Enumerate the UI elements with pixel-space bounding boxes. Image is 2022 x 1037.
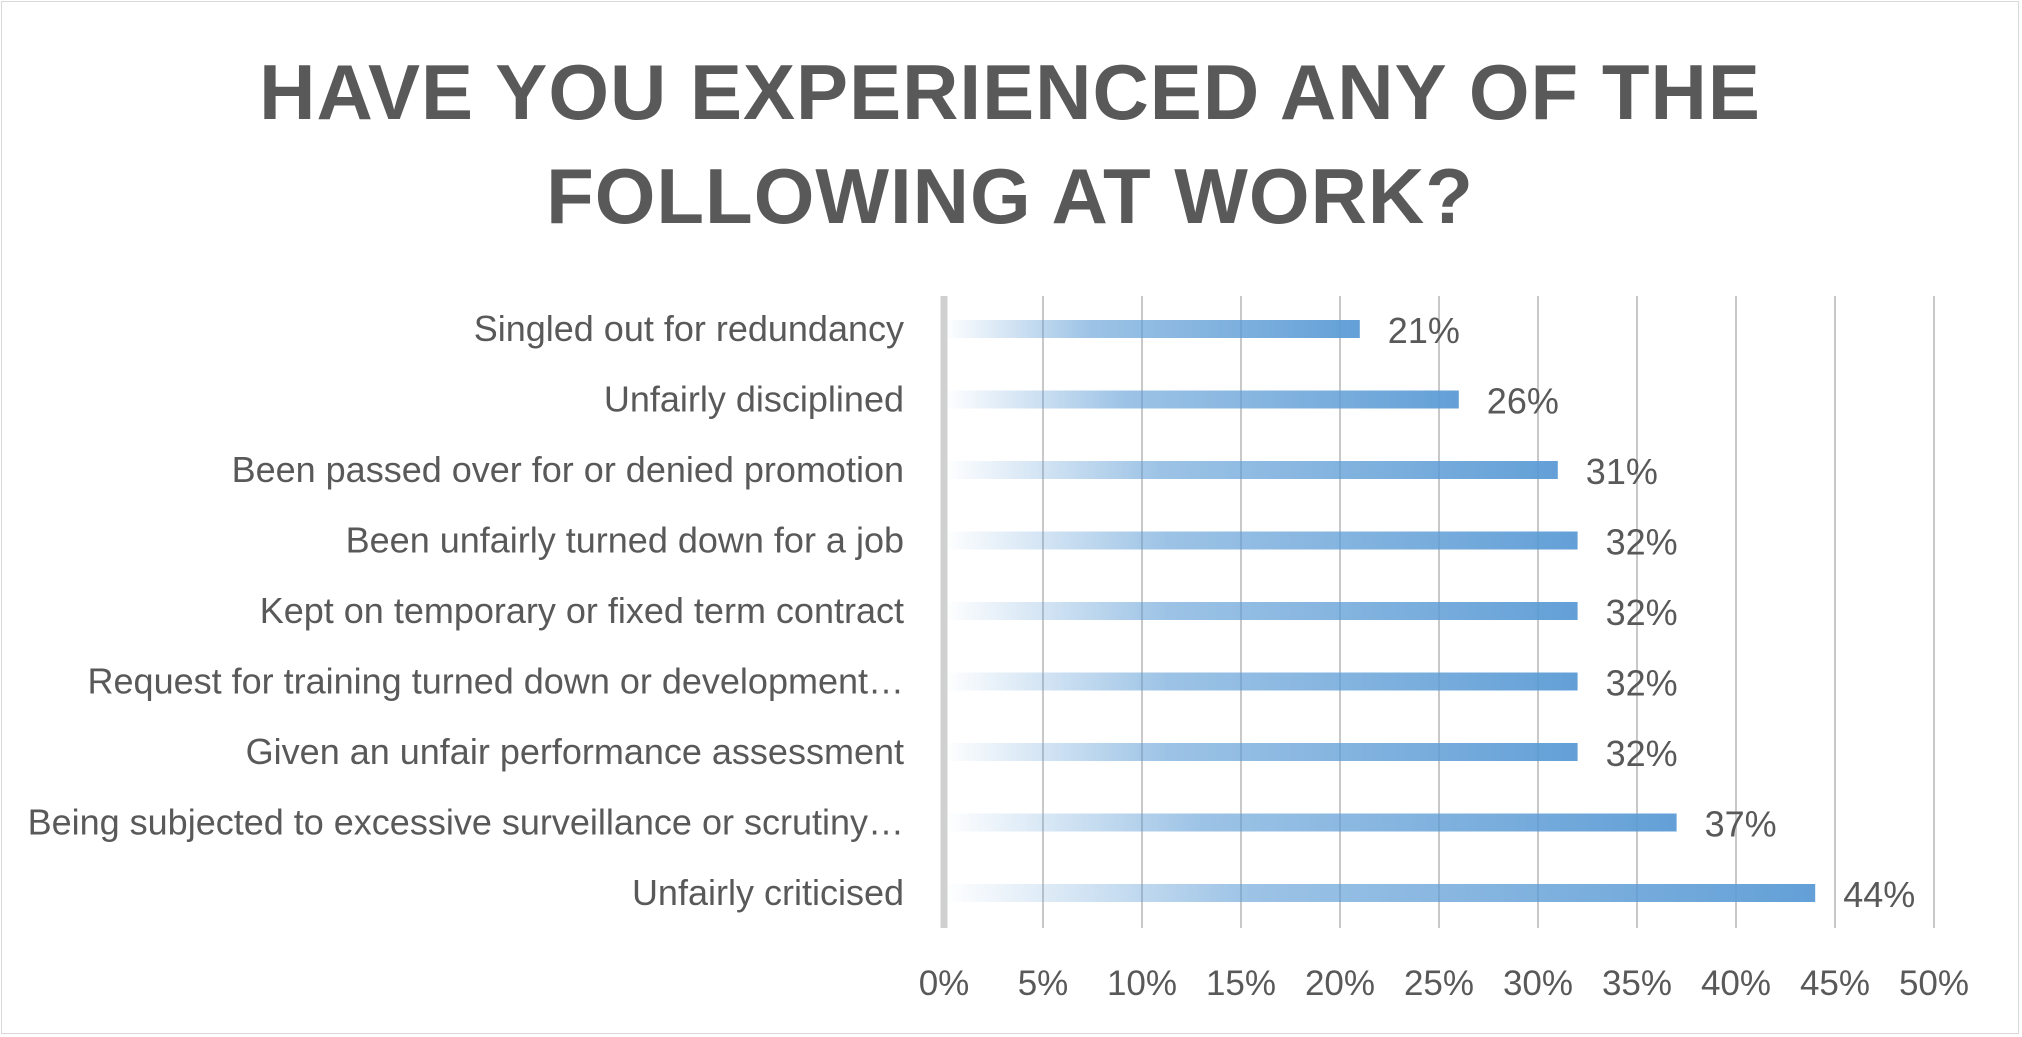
category-label: Given an unfair performance assessment <box>246 731 904 772</box>
category-label: Unfairly criticised <box>632 872 904 913</box>
category-label: Request for training turned down or deve… <box>88 661 904 702</box>
category-label: Unfairly disciplined <box>604 379 904 420</box>
category-labels: Singled out for redundancy Unfairly disci… <box>28 308 904 913</box>
value-labels: 21% 26% 31% 32% 32% 32% 32% 37% 44% <box>1388 310 1915 915</box>
data-label: 32% <box>1606 522 1678 563</box>
bar <box>944 813 1677 832</box>
data-label: 32% <box>1606 663 1678 704</box>
x-tick-label: 5% <box>1018 964 1069 1003</box>
bars <box>944 320 1816 902</box>
bar <box>944 320 1360 338</box>
category-label: Being subjected to excessive surveillanc… <box>28 802 904 843</box>
bar <box>944 390 1459 409</box>
data-label: 31% <box>1586 451 1658 492</box>
x-tick-label: 30% <box>1503 964 1573 1003</box>
bar <box>944 531 1578 550</box>
x-tick-label: 50% <box>1899 964 1969 1003</box>
category-label: Singled out for redundancy <box>474 308 904 349</box>
x-tick-label: 15% <box>1206 964 1276 1003</box>
category-label: Been passed over for or denied promotion <box>232 449 904 490</box>
bar <box>944 602 1578 620</box>
bar <box>944 884 1816 902</box>
bar <box>944 461 1558 479</box>
data-label: 21% <box>1388 310 1460 351</box>
x-tick-label: 0% <box>919 964 970 1003</box>
bar <box>944 672 1578 691</box>
x-tick-label: 35% <box>1602 964 1672 1003</box>
x-axis-tick-labels: 0% 5% 10% 15% 20% 25% 30% 35% 40% 45% 50% <box>919 964 1969 1003</box>
bar <box>944 743 1578 761</box>
x-tick-label: 10% <box>1107 964 1177 1003</box>
category-label: Been unfairly turned down for a job <box>346 520 904 561</box>
x-tick-label: 45% <box>1800 964 1870 1003</box>
category-label: Kept on temporary or fixed term contract <box>260 590 904 631</box>
data-label: 44% <box>1843 874 1915 915</box>
x-tick-label: 25% <box>1404 964 1474 1003</box>
chart-title: HAVE YOU EXPERIENCED ANY OF THE FOLLOWIN… <box>0 40 2020 248</box>
chart-title-line-2: FOLLOWING AT WORK? <box>546 152 1474 240</box>
x-tick-label: 40% <box>1701 964 1771 1003</box>
data-label: 26% <box>1487 381 1559 422</box>
data-label: 37% <box>1705 804 1777 845</box>
x-tick-label: 20% <box>1305 964 1375 1003</box>
data-label: 32% <box>1606 592 1678 633</box>
chart-title-line-1: HAVE YOU EXPERIENCED ANY OF THE <box>259 48 1761 136</box>
data-label: 32% <box>1606 733 1678 774</box>
